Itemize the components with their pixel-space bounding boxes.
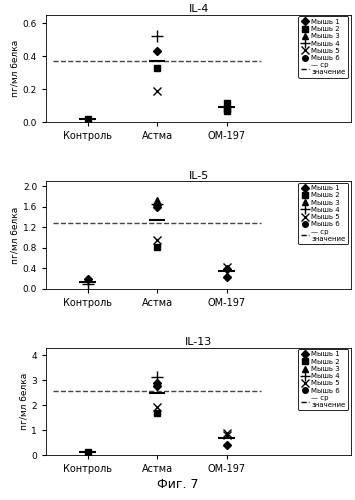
- Y-axis label: пг/мл белка: пг/мл белка: [11, 40, 20, 98]
- Y-axis label: пг/мл белка: пг/мл белка: [11, 206, 20, 264]
- Legend: Мышь 1, Мышь 2, Мышь 3, Мышь 4, Мышь 5, Мышь 6, — ср
значение: Мышь 1, Мышь 2, Мышь 3, Мышь 4, Мышь 5, …: [299, 349, 348, 410]
- Title: IL-4: IL-4: [189, 4, 209, 14]
- Title: IL-5: IL-5: [189, 170, 209, 180]
- Text: Фиг. 7: Фиг. 7: [157, 478, 198, 490]
- Legend: Мышь 1, Мышь 2, Мышь 3, Мышь 4, Мышь 5, Мышь 6, — ср
значение: Мышь 1, Мышь 2, Мышь 3, Мышь 4, Мышь 5, …: [299, 182, 348, 244]
- Legend: Мышь 1, Мышь 2, Мышь 3, Мышь 4, Мышь 5, Мышь 6, — ср
значение: Мышь 1, Мышь 2, Мышь 3, Мышь 4, Мышь 5, …: [299, 16, 348, 78]
- Title: IL-13: IL-13: [185, 337, 212, 347]
- Y-axis label: пг/мл белка: пг/мл белка: [20, 372, 29, 430]
